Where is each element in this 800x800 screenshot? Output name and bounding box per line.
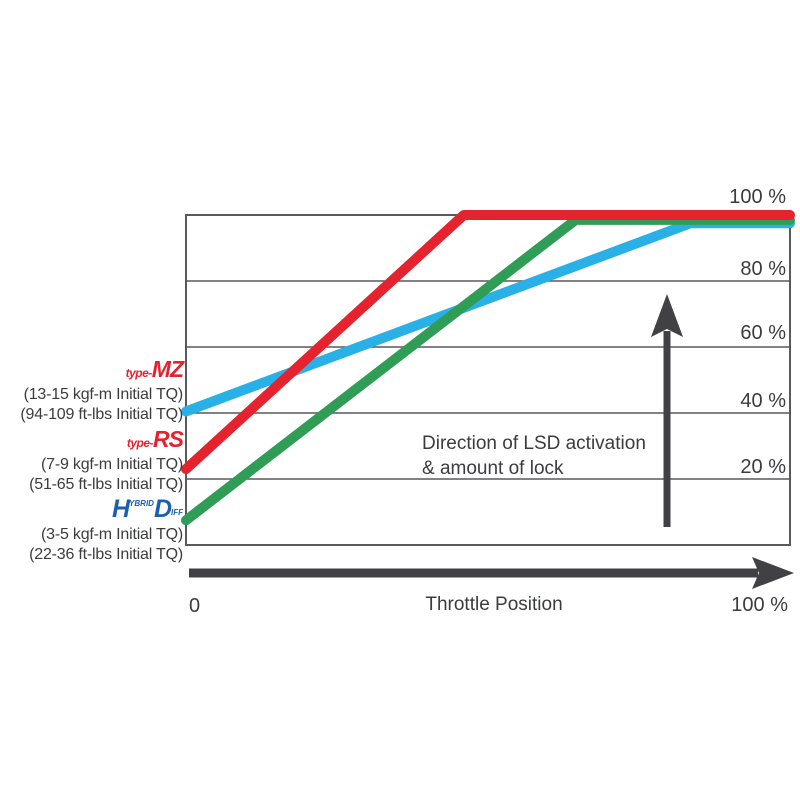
type-rs-torque-metric-label: (7-9 kgf-m Initial TQ) — [41, 456, 183, 473]
type-mz-torque-imperial-label: (94-109 ft-lbs Initial TQ) — [20, 406, 183, 423]
xaxis-min-label: 0 — [189, 595, 201, 617]
hybrid-hd-torque-imperial-label: (22-36 ft-lbs Initial TQ) — [29, 546, 183, 563]
hybrid-hd-logo: HYBRIDDIFF — [29, 492, 183, 525]
annotation-lsd-direction: Direction of LSD activation & amount of … — [422, 431, 646, 481]
hd-logo-iff: IFF — [171, 508, 183, 517]
throttle-axis-arrow-head — [752, 557, 794, 589]
annotation-line2: & amount of lock — [422, 458, 564, 479]
type-rs-logo-name: RS — [153, 426, 184, 452]
xaxis-title: Throttle Position — [425, 594, 563, 615]
hd-logo-ybrid: YBRID — [129, 499, 154, 508]
series-line-type-rs — [181, 210, 795, 475]
type-mz-logo: type-MZ — [20, 356, 184, 385]
hd-logo-h: H — [111, 495, 130, 523]
lsd-direction-arrow — [651, 294, 683, 527]
throttle-axis-arrow — [189, 557, 794, 589]
ytick-label-40: 40 % — [740, 390, 786, 412]
xaxis-max-label: 100 % — [731, 594, 788, 616]
ytick-label-80: 80 % — [740, 258, 786, 280]
legend-item-type-mz: type-MZ (13-15 kgf-m Initial TQ) (94-109… — [20, 356, 184, 425]
type-rs-torque-imperial-label: (51-65 ft-lbs Initial TQ) — [29, 476, 183, 493]
ytick-label-100: 100 % — [729, 186, 786, 208]
type-mz-logo-name: MZ — [151, 356, 184, 382]
hd-logo-d: D — [153, 495, 172, 523]
type-mz-torque-metric-label: (13-15 kgf-m Initial TQ) — [23, 386, 184, 403]
type-mz-logo-prefix: type- — [125, 366, 153, 380]
type-rs-logo: type-RS — [29, 426, 184, 455]
ytick-label-20: 20 % — [740, 456, 786, 478]
legend-item-type-rs: type-RS (7-9 kgf-m Initial TQ) (51-65 ft… — [29, 426, 184, 495]
type-rs-logo-prefix: type- — [126, 436, 154, 450]
series-group — [181, 210, 795, 526]
gridlines-group — [186, 280, 790, 480]
hybrid-hd-torque-metric-label: (3-5 kgf-m Initial TQ) — [41, 526, 183, 543]
annotation-line1: Direction of LSD activation — [422, 433, 646, 454]
legend-item-hybrid-hd: HYBRIDDIFF (3-5 kgf-m Initial TQ) (22-36… — [29, 492, 183, 565]
ytick-label-60: 60 % — [740, 322, 786, 344]
lsd-direction-arrow-head — [651, 294, 683, 337]
